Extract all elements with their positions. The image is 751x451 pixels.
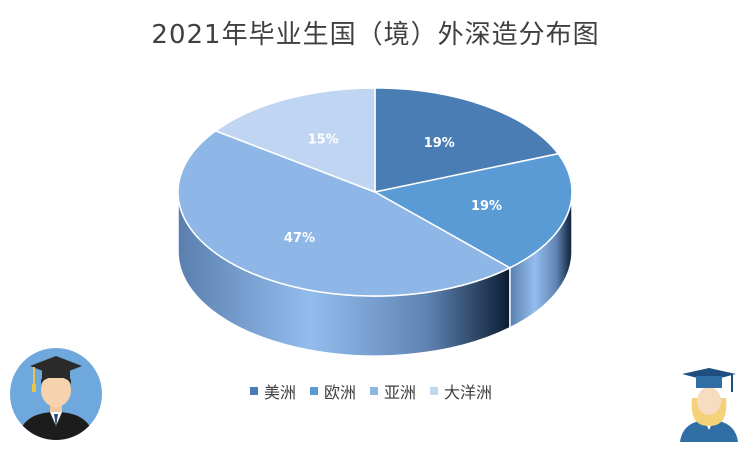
pie-slice-美洲 [374,87,560,193]
pie-data-label: 47% [284,231,315,246]
chart-title: 2021年毕业生国（境）外深造分布图 [151,20,600,50]
legend-item: 欧洲 [310,379,356,403]
graduate-man-avatar-icon [10,348,102,440]
legend-item: 大洋洲 [430,379,492,403]
legend-swatch [430,387,439,395]
pie-slice-大洋洲 [214,87,376,194]
legend-item: 美洲 [250,379,296,403]
pie-data-label: 15% [308,132,339,147]
pie-slice-欧洲 [372,152,573,269]
legend-label: 亚洲 [384,383,417,402]
pie-slice-亚洲 [177,130,512,297]
pie-data-label: 19% [424,136,455,151]
pie-data-label: 19% [471,199,502,214]
chart-legend: 美洲 欧洲 亚洲 大洋洲 [250,380,492,402]
legend-label: 美洲 [264,383,297,402]
legend-swatch [250,387,258,395]
legend-item: 亚洲 [370,379,416,403]
legend-swatch [310,387,319,395]
legend-label: 欧洲 [324,383,357,402]
legend-swatch [370,387,379,395]
graduate-woman-avatar-icon [680,368,738,442]
legend-label: 大洋洲 [444,383,493,402]
